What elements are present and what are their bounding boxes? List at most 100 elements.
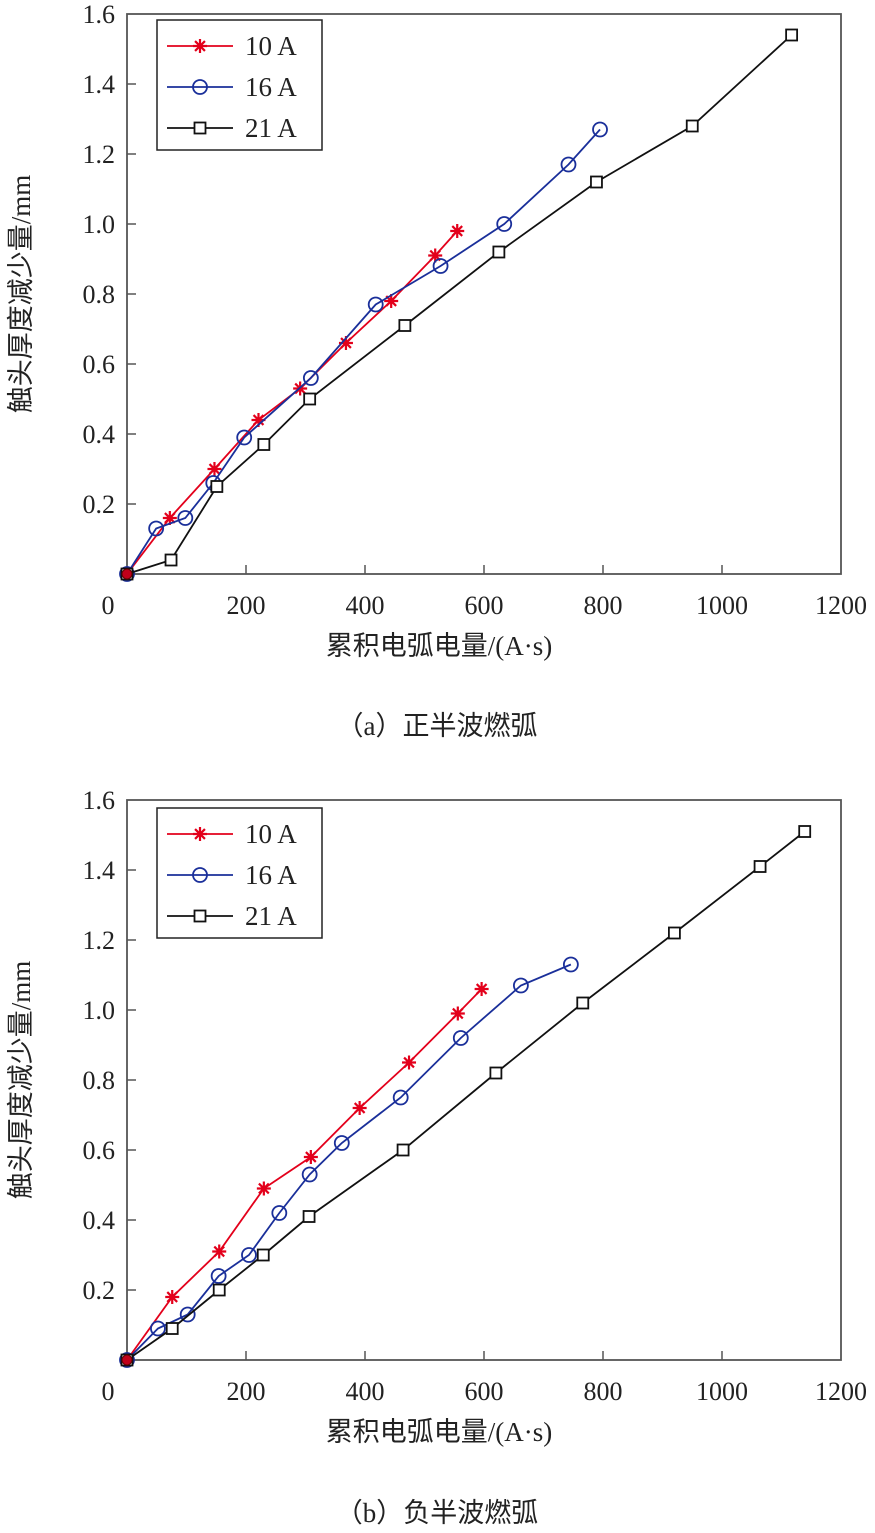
x-tick-label: 0 <box>102 591 115 620</box>
square-marker <box>165 1322 179 1335</box>
asterisk-marker <box>450 224 465 238</box>
circle-marker <box>392 1089 409 1106</box>
square-marker <box>590 175 603 189</box>
series-16a <box>119 956 579 1368</box>
square-marker <box>798 825 812 838</box>
legend: 10 A 16 A 21 A <box>156 19 323 151</box>
asterisk-marker <box>256 1181 271 1196</box>
square-marker <box>302 1210 316 1223</box>
circle-marker <box>432 258 449 274</box>
circle-marker <box>119 1352 135 1368</box>
asterisk-marker <box>428 248 443 263</box>
asterisk-marker <box>165 1290 180 1304</box>
x-tick-label: 200 <box>227 1377 266 1406</box>
asterisk-marker <box>384 294 399 308</box>
asterisk-marker <box>212 1244 227 1259</box>
circle-marker <box>210 1268 227 1284</box>
square-marker <box>193 121 207 135</box>
y-tick-label: 0.4 <box>83 420 116 449</box>
circle-marker <box>148 520 165 537</box>
legend-label: 21 A <box>245 113 297 143</box>
y-tick-label: 0.2 <box>83 490 116 519</box>
x-tick-label: 800 <box>584 591 623 620</box>
asterisk-marker <box>303 1150 318 1164</box>
circle-marker <box>241 1247 257 1263</box>
y-tick-label: 1.0 <box>83 996 116 1025</box>
x-tick-label: 400 <box>346 1377 385 1406</box>
legend-box <box>156 19 323 151</box>
square-marker <box>193 909 207 923</box>
chart-b: 0 200 400 600 800 1000 1200 0.2 0.4 0.6 0.8 1.0 1.2 1… <box>6 786 867 1528</box>
series-16a <box>119 121 608 582</box>
asterisk-marker <box>352 1101 367 1115</box>
square-marker <box>257 438 271 451</box>
x-tick-label: 0 <box>102 1377 115 1406</box>
legend-box <box>156 807 323 939</box>
circle-marker <box>301 1166 318 1183</box>
square-marker <box>685 119 699 133</box>
x-tick-label: 800 <box>584 1377 623 1406</box>
circle-marker <box>177 510 194 526</box>
series-10a <box>120 982 489 1367</box>
legend-label: 16 A <box>245 72 297 102</box>
x-tick-label: 200 <box>227 591 266 620</box>
x-tick-label: 600 <box>465 591 504 620</box>
x-tick-label: 1200 <box>815 1377 867 1406</box>
circle-marker <box>179 1306 196 1323</box>
asterisk-marker <box>207 462 222 476</box>
y-tick-label: 1.2 <box>83 140 116 169</box>
series-line <box>126 230 458 575</box>
x-axis-label: 累积电弧电量/(A·s) <box>326 631 552 661</box>
circle-marker <box>367 296 384 313</box>
series-line <box>126 34 793 575</box>
circle-marker <box>150 1320 166 1337</box>
series-line <box>126 963 572 1361</box>
circle-marker <box>333 1135 350 1151</box>
y-axis-label: 触头厚度减少量/mm <box>6 175 36 414</box>
square-marker <box>256 1248 270 1262</box>
y-axis-label: 触头厚度减少量/mm <box>6 961 36 1200</box>
square-marker <box>398 319 412 332</box>
x-tick-label: 1000 <box>696 1377 748 1406</box>
x-tick-label: 1200 <box>815 591 867 620</box>
asterisk-marker <box>402 1055 417 1070</box>
circle-marker <box>512 977 529 994</box>
origin-point <box>121 568 133 580</box>
asterisk-marker <box>474 982 489 996</box>
y-tick-label: 0.8 <box>83 280 116 309</box>
circle-marker <box>302 370 319 386</box>
y-tick-label: 0.4 <box>83 1206 116 1235</box>
asterisk-marker <box>338 336 353 350</box>
x-tick-label: 400 <box>346 591 385 620</box>
square-marker <box>210 480 224 493</box>
square-marker <box>492 245 506 259</box>
y-tick-label: 0.2 <box>83 1276 116 1305</box>
square-marker <box>753 860 767 873</box>
square-marker <box>164 553 178 567</box>
y-tick-label: 1.6 <box>83 786 116 815</box>
circle-marker <box>452 1030 469 1046</box>
y-tick-label: 1.2 <box>83 926 116 955</box>
figure-caption: （b）负半波燃弧 <box>336 1498 539 1528</box>
square-marker <box>785 28 799 42</box>
circle-marker <box>560 156 577 173</box>
square-marker <box>303 392 317 406</box>
circle-marker <box>562 956 579 973</box>
legend-label: 10 A <box>245 819 297 849</box>
x-tick-label: 1000 <box>696 591 748 620</box>
y-tick-label: 1.4 <box>83 856 116 885</box>
square-marker <box>576 996 590 1010</box>
square-marker <box>212 1283 226 1297</box>
circle-marker <box>119 566 135 582</box>
circle-marker <box>496 216 513 232</box>
square-marker <box>489 1066 503 1080</box>
legend-label: 16 A <box>245 860 297 890</box>
square-marker <box>396 1143 410 1157</box>
circle-marker <box>271 1205 288 1221</box>
chart-a: 0 200 400 600 800 1000 1200 0.2 0.4 0.6 0.8 1.0 1.2 1… <box>6 0 867 741</box>
series-line <box>126 988 483 1361</box>
circle-marker <box>592 121 608 138</box>
x-axis-label: 累积电弧电量/(A·s) <box>326 1417 552 1447</box>
x-tick-label: 600 <box>465 1377 504 1406</box>
